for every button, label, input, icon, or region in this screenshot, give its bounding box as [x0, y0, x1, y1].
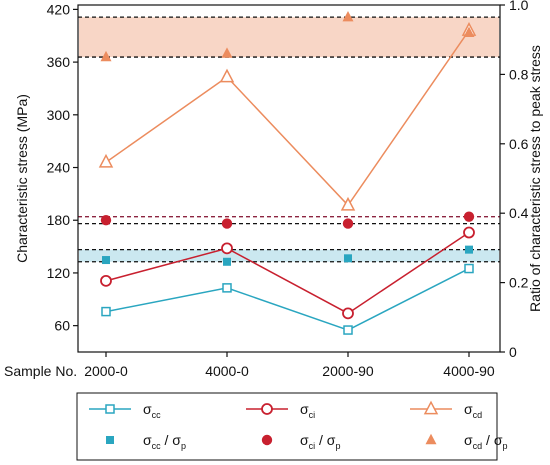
left-tick-label: 420 [47, 1, 71, 17]
data-point [100, 50, 112, 62]
x-axis-title: Sample No. [4, 363, 77, 379]
data-point [463, 226, 475, 239]
data-point [100, 274, 112, 287]
legend-marker [261, 403, 273, 415]
legend-marker [425, 433, 437, 445]
data-point [464, 263, 474, 274]
legend-item: σcc [89, 401, 161, 420]
x-tick-label: 4000-0 [205, 363, 249, 379]
legend-item: σcd [410, 400, 482, 420]
x-tick-label: 2000-90 [322, 363, 374, 379]
legend-marker [423, 400, 439, 415]
data-point [221, 218, 233, 229]
series-0 [101, 263, 474, 335]
legend: σcc σci σcd σcc / σp σci / σp σcd / σp [76, 392, 507, 461]
right-tick-label: 0.4 [509, 205, 529, 221]
series-1 [100, 226, 475, 320]
legend-item: σci [246, 401, 315, 420]
left-tick-label: 60 [54, 318, 70, 334]
left-tick-label: 300 [47, 107, 71, 123]
left-tick-label: 180 [47, 212, 71, 228]
data-point [100, 214, 112, 226]
series-line [105, 231, 470, 315]
data-point [342, 307, 354, 320]
series-line [105, 267, 470, 331]
legend-label: σci / σp [300, 432, 340, 451]
data-point [463, 211, 475, 222]
band-2 [79, 17, 499, 58]
legend-item: σcd / σp [425, 432, 507, 451]
data-point [221, 47, 233, 58]
legend-label: σci [300, 401, 315, 420]
series-4 [100, 211, 475, 229]
data-point [223, 257, 231, 266]
legend-label: σcd [464, 401, 482, 420]
legend-marker [106, 436, 114, 444]
series-line [105, 30, 470, 207]
right-tick-label: 0.2 [509, 275, 529, 291]
data-point [219, 68, 235, 83]
legend-box [76, 392, 498, 461]
data-point [221, 242, 233, 255]
band-1 [79, 216, 499, 224]
plot-area [78, 16, 500, 263]
legend-label: σcc / σp [143, 432, 186, 451]
legend-label: σcc [143, 401, 161, 420]
data-point [343, 325, 353, 335]
data-point [222, 283, 232, 293]
x-tick-label: 4000-90 [443, 363, 495, 379]
data-point [340, 196, 356, 211]
series-5 [100, 10, 475, 62]
right-tick-label: 0.6 [509, 136, 529, 152]
data-point [102, 256, 110, 265]
data-point [344, 254, 352, 263]
left-tick-label: 360 [47, 54, 71, 70]
data-point [465, 245, 473, 254]
band-0 [79, 249, 499, 262]
x-tick-label: 2000-0 [84, 363, 128, 379]
left-axis-title: Characteristic stress (MPa) [14, 94, 30, 263]
legend-item: σci / σp [261, 432, 340, 451]
right-tick-label: 0 [509, 344, 517, 360]
legend-marker [261, 434, 273, 446]
legend-item: σcc / σp [106, 432, 186, 451]
right-axis-title: Ratio of characteristic stress to peak s… [527, 45, 543, 312]
data-point [342, 218, 354, 229]
legend-marker [105, 404, 115, 414]
plot-frame [77, 4, 501, 353]
data-point [463, 26, 475, 37]
left-tick-label: 240 [47, 160, 71, 176]
legend-label: σcd / σp [464, 432, 507, 451]
data-point [101, 306, 111, 317]
left-tick-label: 120 [47, 265, 71, 281]
data-point [342, 10, 354, 22]
series-3 [102, 245, 473, 266]
data-point [98, 153, 114, 168]
right-tick-label: 0.8 [509, 66, 529, 82]
right-tick-label: 1.0 [509, 0, 529, 13]
